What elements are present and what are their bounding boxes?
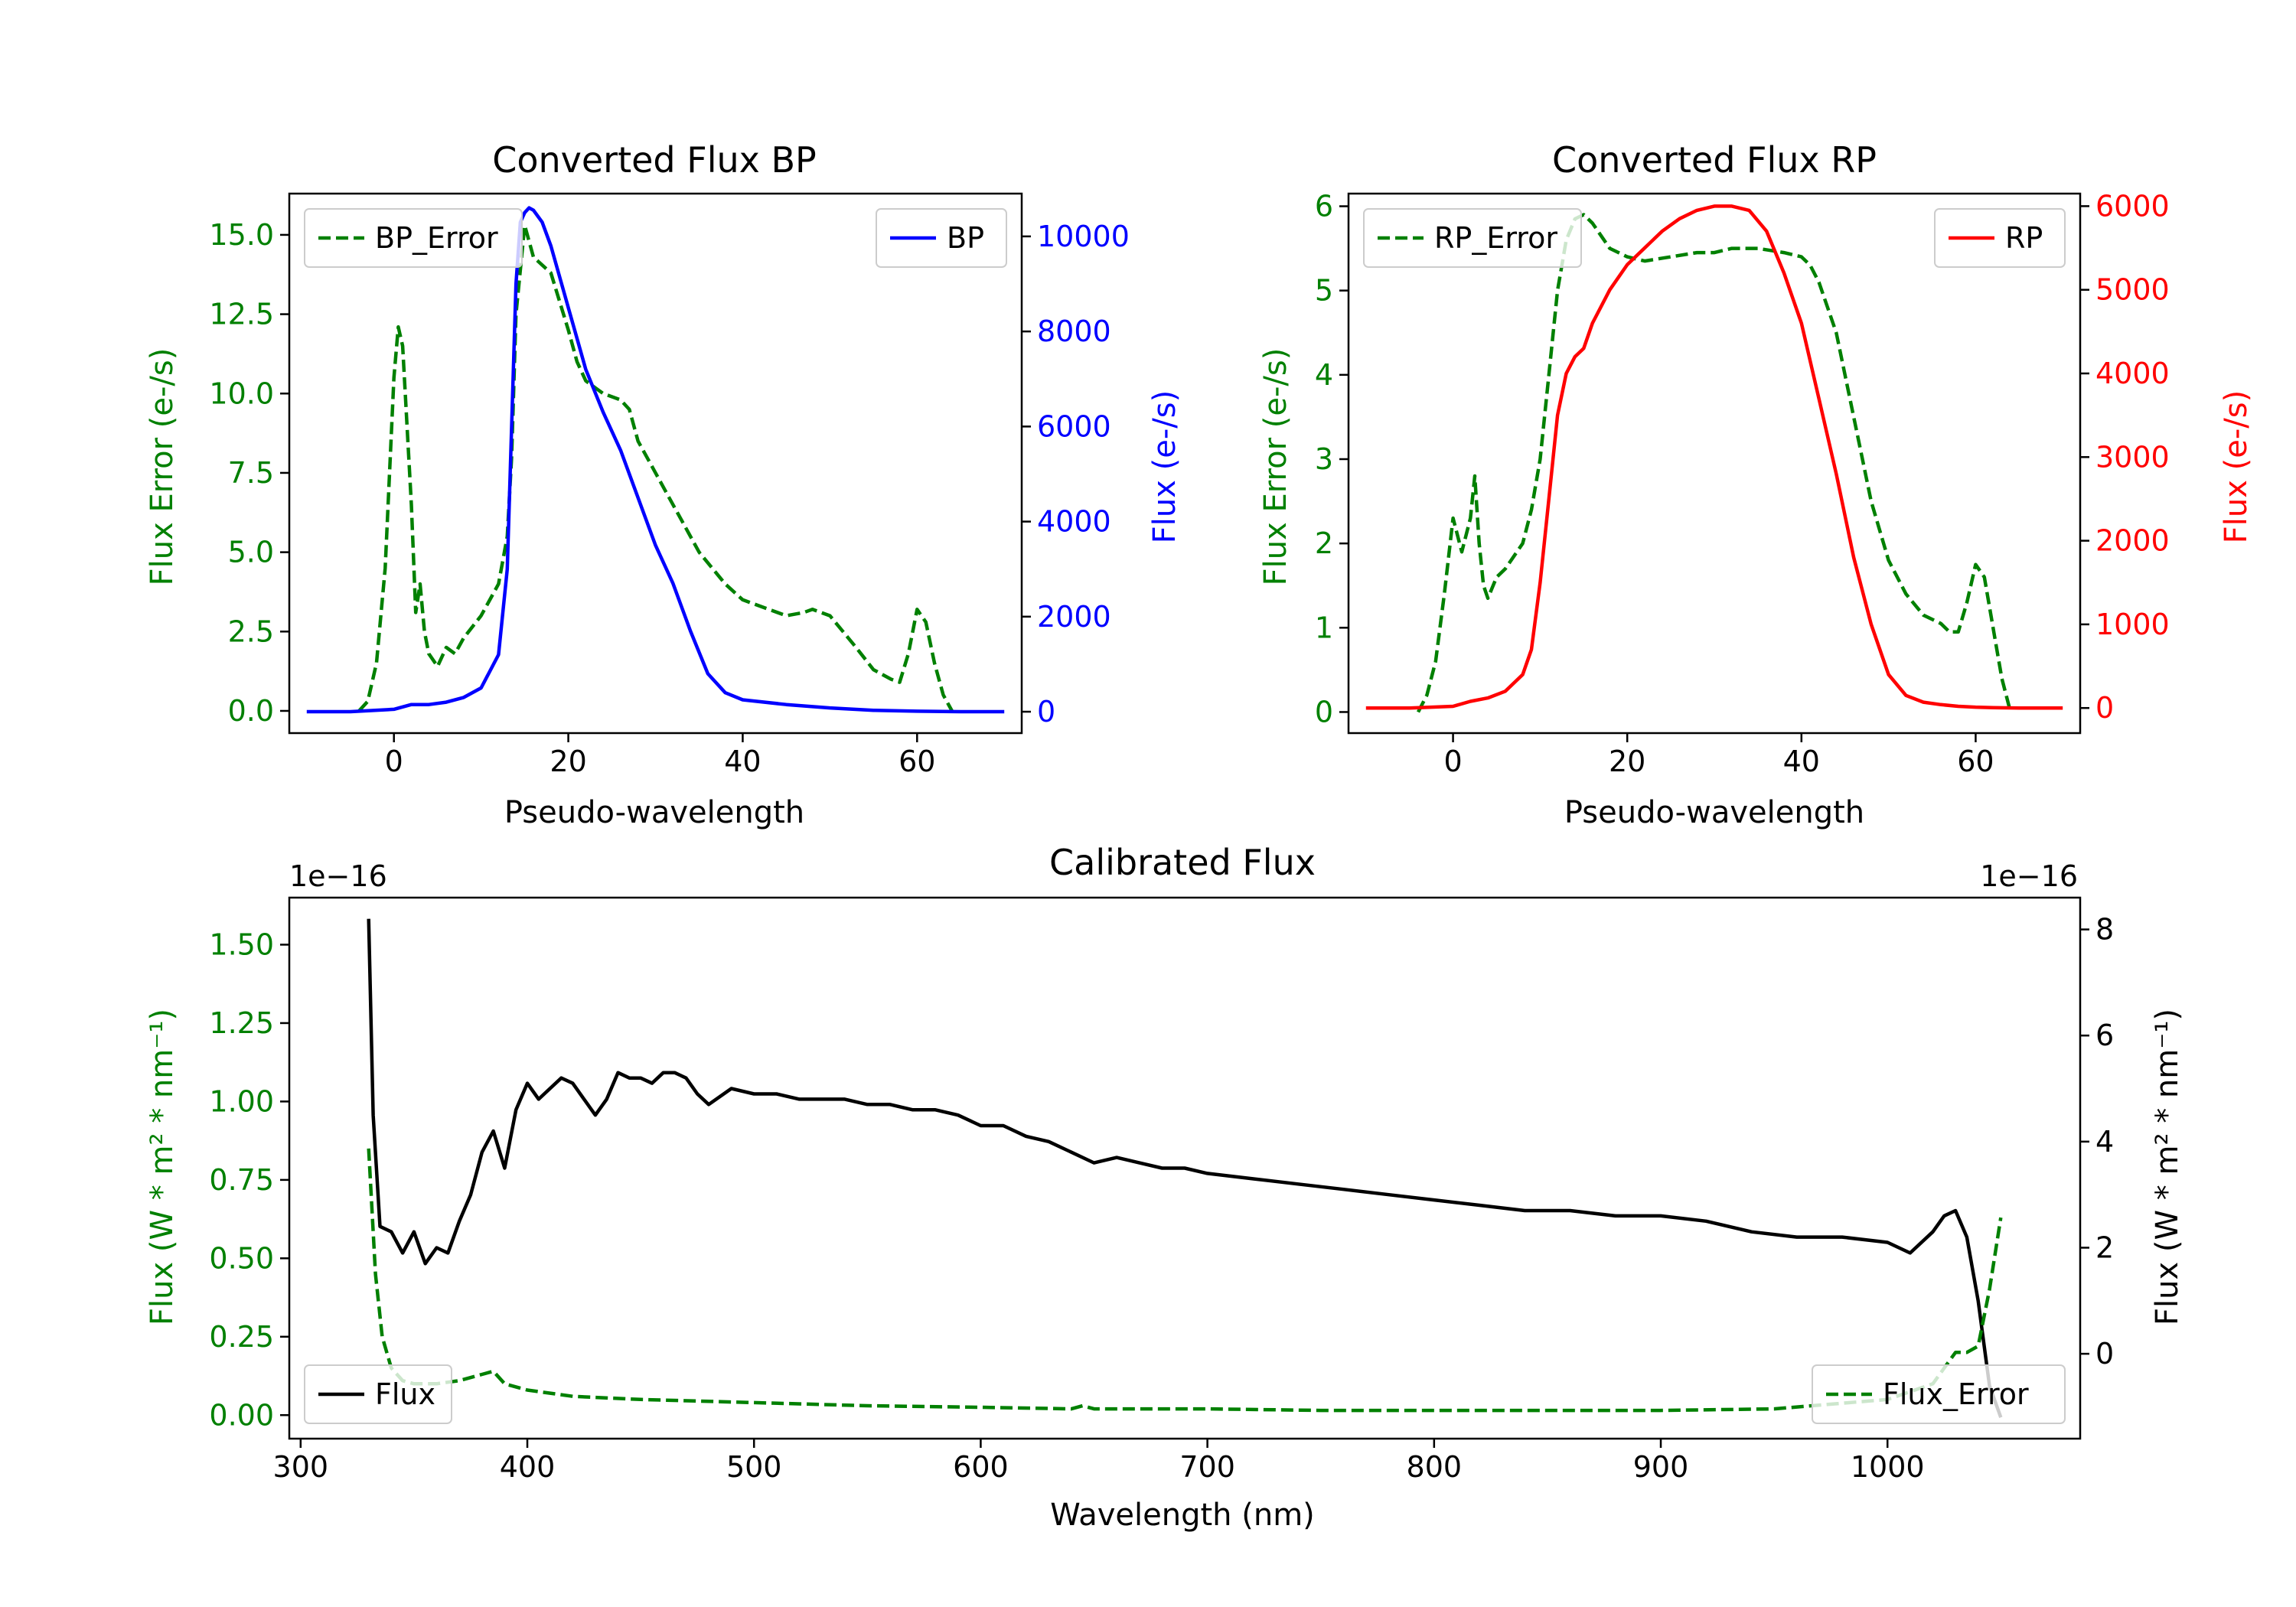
rp-left-ytick-label: 5: [1315, 274, 1333, 308]
bp-right-ylabel: Flux (e-/s): [1147, 390, 1182, 543]
bp-left-ylabel: Flux Error (e-/s): [145, 348, 180, 586]
calibrated-right-ytick-label: 4: [2095, 1125, 2114, 1159]
rp-legend-rp-box: [1934, 208, 2066, 268]
rp-legend-rp-error-label: RP_Error: [1434, 221, 1557, 255]
bp-left-ytick-label: 7.5: [228, 456, 274, 490]
rp-title: Converted Flux RP: [1552, 139, 1877, 181]
bp-axes-frame: [288, 192, 1023, 735]
rp-right-ytick-label: 6000: [2095, 189, 2170, 223]
calibrated-right-ytick-label: 2: [2095, 1231, 2114, 1264]
calibrated-series-flux-line: [367, 918, 2003, 1419]
bp-legend-bp-box: [876, 208, 1007, 268]
bp-xlabel: Pseudo-wavelength: [504, 795, 804, 830]
rp-right-ytick-label: 3000: [2095, 440, 2170, 474]
calibrated-xtick-label: 800: [1407, 1450, 1463, 1484]
rp-left-ytick-label: 2: [1315, 526, 1333, 560]
rp-left-ytick-label: 1: [1315, 611, 1333, 644]
rp-left-ytick-label: 3: [1315, 442, 1333, 476]
calibrated-title: Calibrated Flux: [1049, 842, 1316, 883]
rp-left-ytick-label: 0: [1315, 695, 1333, 729]
calibrated-xtick-label: 700: [1179, 1450, 1235, 1484]
calibrated-right-offset: 1e−16: [1980, 859, 2078, 893]
bp-title: Converted Flux BP: [492, 139, 817, 181]
bp-legend-bp-error-box: [304, 208, 523, 268]
rp-series-rp-error-line: [1417, 213, 2013, 713]
rp-panel: Converted Flux RP Pseudo-wavelength Flux…: [1258, 139, 2254, 830]
rp-legend-rp-error-box: [1363, 208, 1582, 268]
bp-xtick-label: 40: [724, 745, 761, 778]
calibrated-left-ytick-label: 1.00: [209, 1084, 274, 1118]
bp-xtick-label: 20: [550, 745, 586, 778]
bp-right-ytick-label: 8000: [1037, 315, 1111, 348]
rp-left-ylabel: Flux Error (e-/s): [1258, 348, 1293, 586]
calibrated-left-ytick-label: 0.00: [209, 1398, 274, 1432]
bp-right-ytick-label: 2000: [1037, 600, 1111, 634]
bp-left-ytick-label: 10.0: [209, 376, 274, 410]
rp-xtick-label: 20: [1609, 745, 1645, 778]
calibrated-legend-flux-box: [304, 1364, 452, 1424]
bp-legend-bp-label: BP: [947, 221, 984, 255]
rp-right-ytick-label: 2000: [2095, 524, 2170, 558]
calibrated-left-ytick-label: 1.50: [209, 927, 274, 961]
calibrated-xtick-label: 900: [1633, 1450, 1689, 1484]
bp-xtick-label: 60: [899, 745, 935, 778]
calibrated-xlabel: Wavelength (nm): [1050, 1498, 1315, 1533]
calibrated-xtick-label: 500: [726, 1450, 782, 1484]
calibrated-axes-frame: [288, 896, 2082, 1440]
bp-left-ytick-label: 15.0: [209, 218, 274, 252]
rp-series-rp-line: [1365, 204, 2063, 710]
bp-left-ytick-label: 2.5: [228, 614, 274, 648]
rp-right-ylabel: Flux (e-/s): [2219, 390, 2254, 543]
rp-xtick-label: 60: [1957, 745, 1994, 778]
calibrated-right-ytick-label: 8: [2095, 913, 2114, 947]
bp-xtick-label: 0: [385, 745, 403, 778]
calibrated-left-ytick-label: 0.50: [209, 1241, 274, 1275]
calibrated-xtick-label: 1000: [1851, 1450, 1925, 1484]
rp-right-ytick-label: 5000: [2095, 273, 2170, 307]
rp-left-ytick-label: 6: [1315, 190, 1333, 223]
calibrated-xtick-label: 400: [500, 1450, 556, 1484]
bp-right-ytick-label: 0: [1037, 695, 1055, 729]
calibrated-right-ytick-label: 6: [2095, 1019, 2114, 1052]
bp-legend-bp-error-label: BP_Error: [375, 221, 498, 255]
rp-axes-frame: [1347, 192, 2082, 735]
rp-legend-rp-label: RP: [2005, 221, 2043, 255]
bp-right-ytick-label: 6000: [1037, 409, 1111, 443]
bp-series-bp-error-line: [357, 223, 954, 712]
rp-xtick-label: 0: [1443, 745, 1462, 778]
rp-right-ytick-label: 0: [2095, 691, 2114, 725]
rp-right-ytick-label: 1000: [2095, 608, 2170, 641]
calibrated-legend-flux-error-label: Flux_Error: [1883, 1377, 2029, 1411]
calibrated-legend-flux-label: Flux: [375, 1377, 435, 1411]
calibrated-right-ylabel: Flux (W * m² * nm⁻¹): [2150, 1009, 2185, 1325]
bp-left-ytick-label: 0.0: [228, 694, 274, 728]
calibrated-left-ytick-label: 0.75: [209, 1163, 274, 1197]
calibrated-xtick-label: 600: [953, 1450, 1009, 1484]
rp-xlabel: Pseudo-wavelength: [1564, 795, 1864, 830]
calibrated-left-ytick-label: 1.25: [209, 1006, 274, 1040]
calibrated-left-ylabel: Flux (W * m² * nm⁻¹): [145, 1009, 180, 1325]
rp-xtick-label: 40: [1783, 745, 1820, 778]
rp-right-ytick-label: 4000: [2095, 357, 2170, 390]
bp-series-bp-line: [306, 206, 1005, 714]
rp-left-ytick-label: 4: [1315, 358, 1333, 392]
bp-left-ytick-label: 12.5: [209, 298, 274, 331]
bp-right-ytick-label: 10000: [1037, 220, 1130, 253]
calibrated-panel: Calibrated Flux Wavelength (nm) Flux (W …: [145, 842, 2185, 1533]
bp-panel: Converted Flux BP Pseudo-wavelength Flux…: [145, 139, 1182, 830]
bp-right-ytick-label: 4000: [1037, 505, 1111, 539]
calibrated-xtick-label: 300: [273, 1450, 329, 1484]
calibrated-legend-flux-error-box: [1812, 1364, 2066, 1424]
calibrated-right-ytick-label: 0: [2095, 1337, 2114, 1371]
bp-left-ytick-label: 5.0: [228, 536, 274, 569]
calibrated-left-ytick-label: 0.25: [209, 1320, 274, 1354]
calibrated-left-offset: 1e−16: [289, 859, 387, 893]
